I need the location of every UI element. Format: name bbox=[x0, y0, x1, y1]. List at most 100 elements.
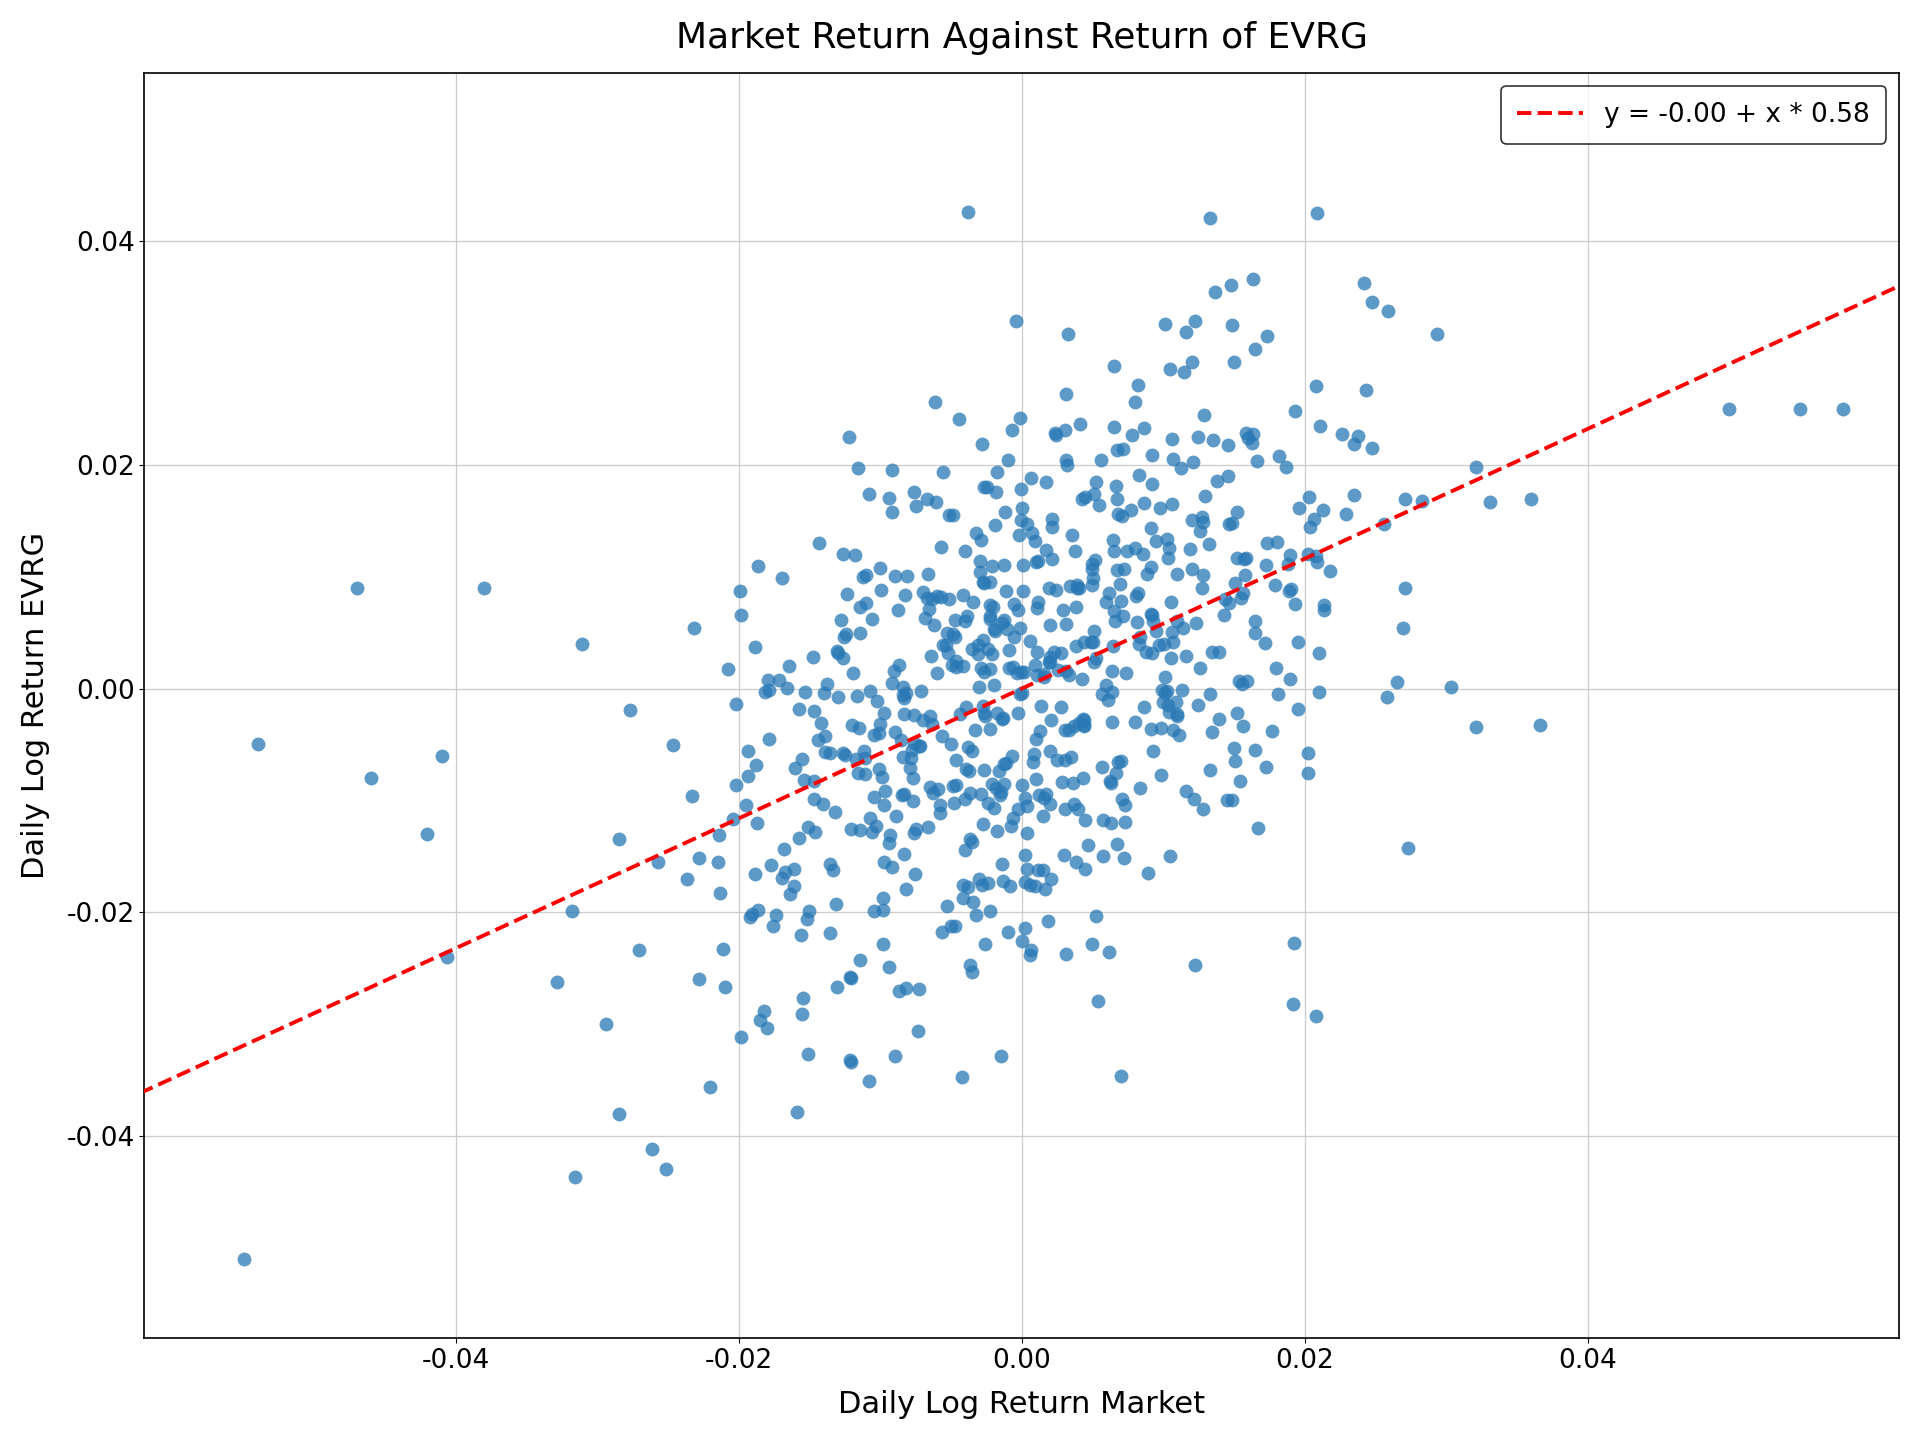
Point bbox=[684, 847, 714, 870]
Point bbox=[803, 729, 833, 752]
Point bbox=[703, 851, 733, 874]
Point bbox=[1048, 598, 1079, 621]
Point bbox=[1194, 206, 1225, 229]
Point bbox=[933, 504, 964, 527]
Point bbox=[977, 554, 1008, 577]
Point bbox=[651, 1158, 682, 1181]
Point bbox=[956, 638, 987, 661]
Point bbox=[1158, 428, 1188, 451]
Point bbox=[1100, 609, 1131, 632]
Point bbox=[908, 580, 939, 603]
Point bbox=[1056, 575, 1087, 598]
Point bbox=[756, 854, 787, 877]
Point bbox=[822, 976, 852, 999]
Point bbox=[557, 900, 588, 923]
Point bbox=[676, 785, 707, 808]
Point bbox=[843, 760, 874, 783]
Point bbox=[1041, 579, 1071, 602]
Point bbox=[1002, 661, 1033, 684]
Point bbox=[1185, 520, 1215, 543]
Point bbox=[937, 504, 968, 527]
Point bbox=[839, 543, 870, 566]
Point bbox=[996, 419, 1027, 442]
Point bbox=[998, 655, 1029, 678]
Point bbox=[1035, 739, 1066, 762]
Point bbox=[1137, 444, 1167, 467]
Point bbox=[966, 874, 996, 897]
Point bbox=[1094, 770, 1125, 793]
Point bbox=[1236, 432, 1267, 455]
Point bbox=[1021, 727, 1052, 750]
Point bbox=[1098, 416, 1129, 439]
Point bbox=[1271, 455, 1302, 478]
Point bbox=[1008, 579, 1039, 602]
Point bbox=[868, 899, 899, 922]
Point bbox=[1331, 503, 1361, 526]
Point bbox=[904, 734, 935, 757]
Point bbox=[1231, 422, 1261, 445]
Point bbox=[897, 739, 927, 762]
Point bbox=[920, 390, 950, 413]
Point bbox=[922, 491, 952, 514]
Point bbox=[1221, 500, 1252, 523]
Point bbox=[1279, 932, 1309, 955]
Point bbox=[899, 704, 929, 727]
Point bbox=[1069, 714, 1100, 737]
Point bbox=[906, 680, 937, 703]
Point bbox=[1217, 312, 1248, 336]
Point bbox=[998, 626, 1029, 649]
Point bbox=[973, 791, 1004, 814]
Point bbox=[1041, 749, 1071, 772]
Point bbox=[960, 719, 991, 742]
Point bbox=[1056, 523, 1087, 546]
Point bbox=[835, 1048, 866, 1071]
Point bbox=[1035, 651, 1066, 674]
Point bbox=[883, 599, 914, 622]
Point bbox=[910, 606, 941, 629]
Point bbox=[866, 713, 897, 736]
Point bbox=[985, 780, 1016, 804]
Point bbox=[975, 570, 1006, 593]
Point bbox=[1158, 631, 1188, 654]
Point bbox=[1037, 516, 1068, 539]
Point bbox=[228, 1248, 259, 1272]
Point bbox=[1098, 528, 1129, 552]
Point bbox=[887, 684, 918, 707]
Point bbox=[891, 564, 922, 588]
Point bbox=[1162, 703, 1192, 726]
Point bbox=[1064, 576, 1094, 599]
Point bbox=[993, 448, 1023, 471]
Point bbox=[1018, 521, 1048, 544]
Point bbox=[1300, 544, 1331, 567]
Point bbox=[1250, 756, 1281, 779]
Point bbox=[1064, 798, 1094, 821]
Point bbox=[845, 622, 876, 645]
Point bbox=[1096, 710, 1127, 733]
Point bbox=[1102, 488, 1133, 511]
Point bbox=[1048, 844, 1079, 867]
Point bbox=[1229, 563, 1260, 586]
Point bbox=[1213, 592, 1244, 615]
Point bbox=[860, 814, 891, 837]
Point bbox=[1302, 552, 1332, 575]
Title: Market Return Against Return of EVRG: Market Return Against Return of EVRG bbox=[676, 20, 1367, 55]
Point bbox=[993, 657, 1023, 680]
Point bbox=[1091, 672, 1121, 696]
Point bbox=[1020, 874, 1050, 897]
Point bbox=[948, 655, 979, 678]
Point bbox=[996, 744, 1027, 768]
Point bbox=[912, 487, 943, 510]
Point bbox=[1006, 497, 1037, 520]
Point bbox=[987, 870, 1018, 893]
Point bbox=[1077, 557, 1108, 580]
Point bbox=[818, 858, 849, 881]
Point bbox=[732, 793, 762, 816]
Point bbox=[952, 876, 983, 899]
Point bbox=[1021, 664, 1052, 687]
Point bbox=[1035, 867, 1066, 890]
Point bbox=[1050, 943, 1081, 966]
Point bbox=[1139, 740, 1169, 763]
Point bbox=[952, 200, 983, 223]
Point bbox=[1060, 596, 1091, 619]
Point bbox=[755, 727, 785, 750]
